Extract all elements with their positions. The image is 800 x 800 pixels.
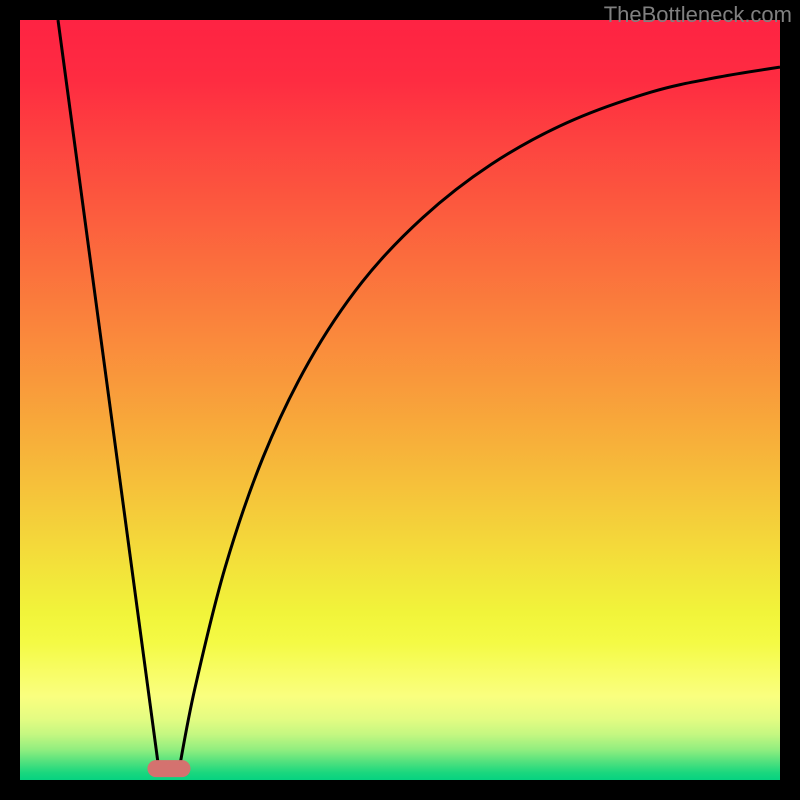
heatmap-gradient xyxy=(20,20,780,780)
plot-area xyxy=(20,20,780,780)
watermark-text: TheBottleneck.com xyxy=(604,2,792,28)
chart-frame: TheBottleneck.com xyxy=(0,0,800,800)
